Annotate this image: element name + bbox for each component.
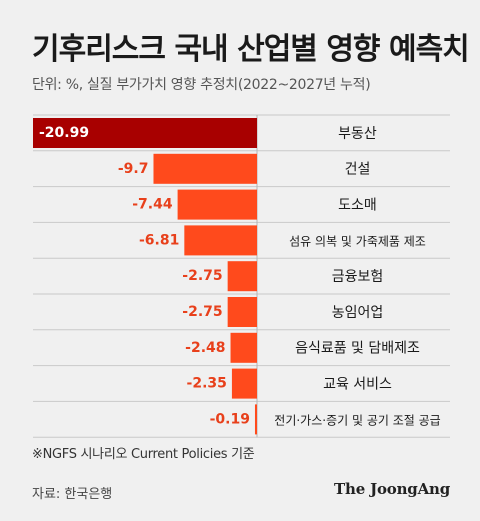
source-label: 자료: 한국은행 [32, 487, 113, 502]
bar-2 [153, 153, 257, 184]
chart-subtitle: 단위: %, 실질 부가가치 영향 추정치(2022~2027년 누적) [32, 77, 371, 93]
data-label: -20.99 [39, 125, 89, 141]
data-label: -2.75 [182, 268, 222, 284]
bar-4 [184, 225, 257, 256]
category-label: 음식료품 및 담배제조 [295, 341, 420, 357]
category-label: 부동산 [338, 126, 377, 142]
chart-title: 기후리스크 국내 산업별 영향 예측치 [32, 32, 470, 67]
bar-9 [254, 404, 257, 435]
category-label: 교육 서비스 [323, 377, 392, 393]
data-label: -7.44 [132, 197, 173, 213]
data-label: -2.35 [187, 376, 227, 392]
data-label: -2.75 [182, 304, 222, 320]
category-label: 도소매 [338, 198, 377, 214]
data-label: -9.7 [118, 161, 149, 177]
bar-1 [33, 118, 257, 148]
category-label: 농임어업 [332, 305, 384, 321]
category-label: 건설 [345, 162, 371, 178]
category-label: 섬유 의복 및 가죽제품 제조 [289, 234, 426, 248]
brand-logo: The JoongAng [334, 480, 450, 498]
bar-5 [227, 261, 257, 292]
scenario-note: ※NGFS 시나리오 Current Policies 기준 [32, 447, 255, 462]
category-label: 전기·가스·증기 및 공기 조절 공급 [274, 413, 440, 427]
bar-6 [227, 297, 257, 327]
data-label: -6.81 [139, 232, 179, 248]
bar-7 [230, 332, 257, 363]
data-label: -2.48 [185, 340, 225, 356]
data-label: -0.19 [210, 411, 250, 427]
bar-3 [177, 189, 257, 220]
category-label: 금융보험 [332, 269, 384, 285]
bar-8 [231, 368, 257, 399]
